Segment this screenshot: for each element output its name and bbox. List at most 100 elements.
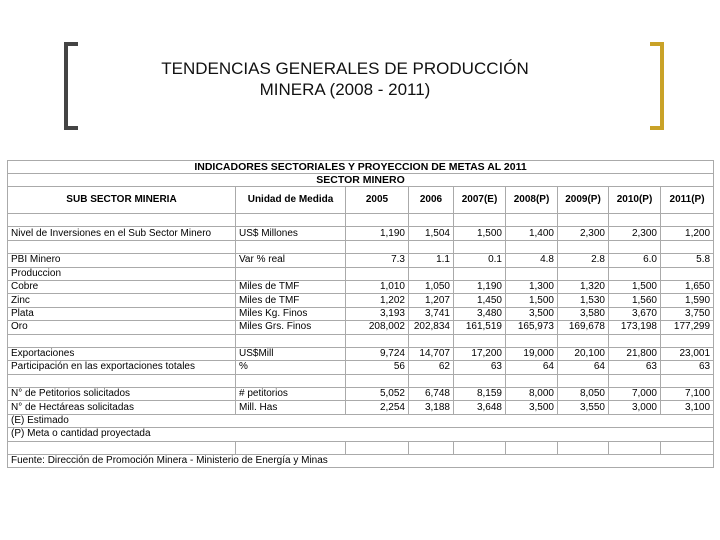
- value-cell: 3,550: [557, 400, 609, 415]
- table-row: [7, 212, 715, 228]
- empty-cell: [345, 333, 409, 348]
- table-cell: (E) Estimado: [6, 413, 715, 429]
- empty-cell: [608, 373, 661, 389]
- row-label: Oro: [7, 320, 236, 335]
- empty-cell: [659, 440, 715, 456]
- row-label: Produccion: [7, 266, 236, 281]
- value-cell: 173,198: [608, 320, 661, 335]
- column-header: 2011(P): [659, 186, 715, 214]
- value-cell: 7.3: [345, 253, 409, 268]
- value-cell: 7,100: [659, 387, 715, 402]
- empty-cell: [408, 373, 454, 389]
- empty-cell: [7, 333, 236, 348]
- empty-cell: [557, 266, 609, 281]
- value-cell: 1,650: [659, 279, 715, 295]
- value-cell: 208,002: [345, 320, 409, 335]
- value-cell: 63: [659, 360, 715, 375]
- value-cell: 2,254: [345, 400, 409, 415]
- value-cell: 1,190: [345, 226, 409, 241]
- value-cell: 20,100: [557, 346, 609, 362]
- unit-cell: Var % real: [235, 253, 346, 268]
- empty-cell: [453, 333, 506, 348]
- value-cell: 6.0: [608, 253, 661, 268]
- value-cell: 62: [408, 360, 454, 375]
- unit-cell: %: [235, 360, 346, 375]
- empty-cell: [7, 440, 236, 456]
- empty-cell: [408, 266, 454, 281]
- empty-cell: [408, 212, 454, 228]
- value-cell: 3,750: [659, 306, 715, 322]
- value-cell: 1,450: [453, 293, 506, 308]
- table-row: Cobre Miles de TMF 1,010 1,050 1,190 1,300 1,3…: [7, 279, 715, 295]
- value-cell: 1,050: [408, 279, 454, 295]
- value-cell: 8,000: [505, 387, 558, 402]
- value-cell: 202,834: [408, 320, 454, 335]
- table-cell: SECTOR MINERO: [6, 173, 715, 187]
- empty-cell: [659, 333, 715, 348]
- value-cell: 63: [608, 360, 661, 375]
- empty-cell: [505, 333, 558, 348]
- unit-cell: # petitorios: [235, 387, 346, 402]
- empty-cell: [345, 266, 409, 281]
- table-row: PBI Minero Var % real 7.3 1.1 0.1 4.8 2.8 6.0 5.…: [7, 253, 715, 268]
- value-cell: 3,670: [608, 306, 661, 322]
- column-header: 2005: [345, 186, 409, 214]
- value-cell: 1,202: [345, 293, 409, 308]
- empty-cell: [453, 373, 506, 389]
- value-cell: 3,193: [345, 306, 409, 322]
- empty-cell: [608, 266, 661, 281]
- value-cell: 17,200: [453, 346, 506, 362]
- table-cell: (P) Meta o cantidad proyectada: [6, 427, 715, 442]
- data-table: INDICADORES SECTORIALES Y PROYECCION DE …: [6, 160, 715, 469]
- value-cell: 1,400: [505, 226, 558, 241]
- value-cell: 3,580: [557, 306, 609, 322]
- table-row: Participación en las exportaciones total…: [7, 360, 715, 375]
- row-label: Zinc: [7, 293, 236, 308]
- value-cell: 1.1: [408, 253, 454, 268]
- empty-cell: [453, 266, 506, 281]
- bracket: [64, 42, 78, 130]
- unit-cell: Mill. Has: [235, 400, 346, 415]
- table-row: [7, 440, 715, 456]
- table-row: [7, 333, 715, 348]
- empty-cell: [345, 212, 409, 228]
- value-cell: 1,190: [453, 279, 506, 295]
- empty-cell: [608, 440, 661, 456]
- column-header: 2009(P): [557, 186, 609, 214]
- table-row: INDICADORES SECTORIALES Y PROYECCION DE …: [6, 160, 715, 174]
- column-header: 2008(P): [505, 186, 558, 214]
- value-cell: 2.8: [557, 253, 609, 268]
- unit-cell: Miles de TMF: [235, 279, 346, 295]
- table-row: Fuente: Dirección de Promoción Minera - …: [6, 454, 715, 469]
- value-cell: 177,299: [659, 320, 715, 335]
- row-label: N° de Petitorios solicitados: [7, 387, 236, 402]
- value-cell: 3,741: [408, 306, 454, 322]
- column-header: SUB SECTOR MINERIA: [7, 186, 236, 214]
- value-cell: 1,560: [608, 293, 661, 308]
- value-cell: 23,001: [659, 346, 715, 362]
- value-cell: 1,590: [659, 293, 715, 308]
- empty-cell: [608, 333, 661, 348]
- value-cell: 4.8: [505, 253, 558, 268]
- table-row: SECTOR MINERO: [6, 173, 715, 187]
- value-cell: 1,500: [608, 279, 661, 295]
- row-label: Nivel de Inversiones en el Sub Sector Mi…: [7, 226, 236, 241]
- empty-cell: [235, 239, 346, 255]
- value-cell: 7,000: [608, 387, 661, 402]
- column-header: Unidad de Medida: [235, 186, 346, 214]
- table-cell: INDICADORES SECTORIALES Y PROYECCION DE …: [6, 160, 715, 174]
- value-cell: 8,159: [453, 387, 506, 402]
- empty-cell: [505, 440, 558, 456]
- column-header: 2006: [408, 186, 454, 214]
- value-cell: 1,500: [453, 226, 506, 241]
- empty-cell: [505, 212, 558, 228]
- value-cell: 9,724: [345, 346, 409, 362]
- empty-cell: [345, 239, 409, 255]
- empty-cell: [235, 333, 346, 348]
- value-cell: 3,500: [505, 306, 558, 322]
- value-cell: 6,748: [408, 387, 454, 402]
- value-cell: 5,052: [345, 387, 409, 402]
- value-cell: 165,973: [505, 320, 558, 335]
- row-label: PBI Minero: [7, 253, 236, 268]
